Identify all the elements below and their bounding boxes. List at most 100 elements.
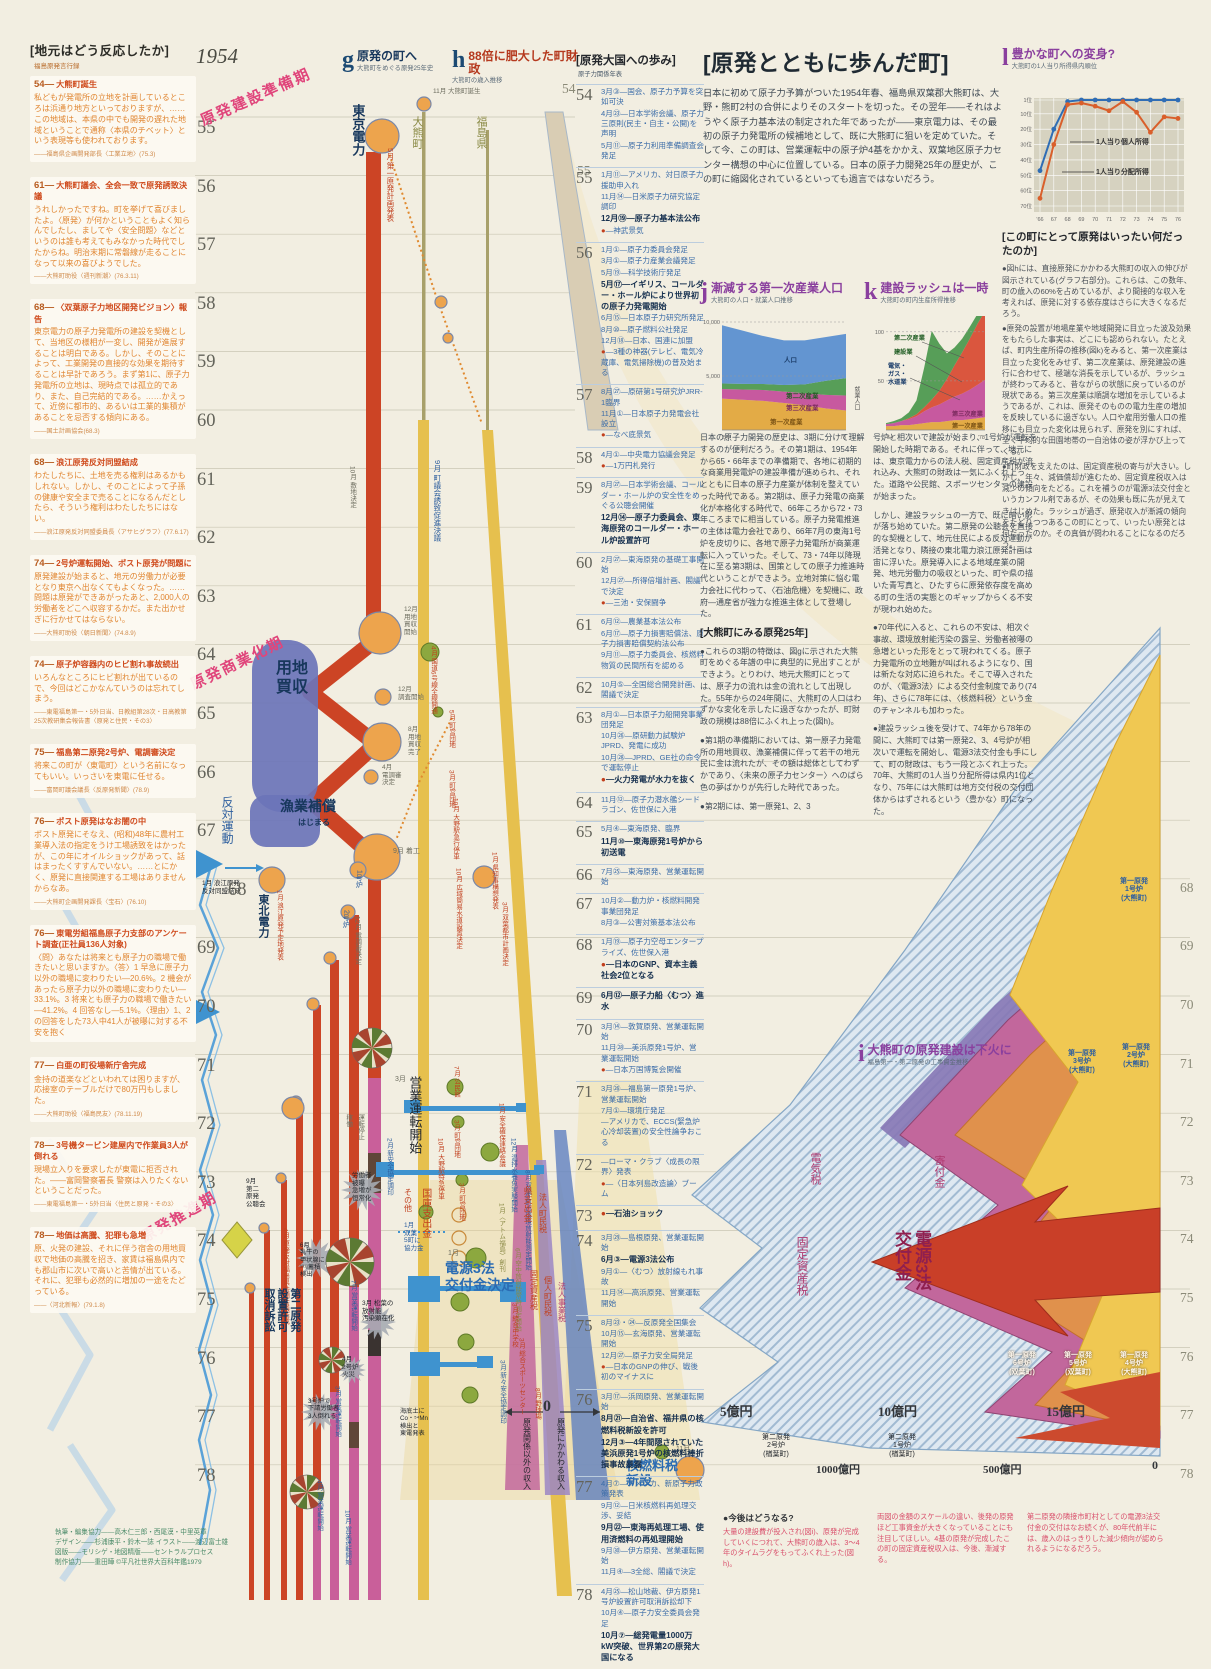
local-reaction-column: [地元はどう反応したか] 福島原発言行録 54— 大熊町誕生 私どもが発電所の立地を… <box>30 40 196 1328</box>
chronology-item: 1月①—原子力委員会発足 <box>601 244 688 254</box>
chart-l-subtitle: 大熊町の1人当り所得県内順位 <box>1011 62 1098 70</box>
dotted-links <box>387 149 600 1416</box>
production-chart: 100 50 '54 '78 第二次産業 建設業 電気・ ガス・ 水道業 第三次産業 第一次産業 <box>864 302 999 453</box>
poster-title: [原発とともに歩んだ町] <box>703 51 949 76</box>
quote-heading: 75— 福島第二原発2号炉、電調審決定 <box>34 747 176 759</box>
chronology-item: 9月⑫—日米核燃料再処理交渉、妥結 <box>601 1500 697 1521</box>
chronology-item: 3月①—原子力産業会議発足 <box>601 256 696 266</box>
commentary-paragraph: ●図hには、直接原発にかかわる大熊町の収入の伸びが図示されている(グラフ右部分)… <box>1002 264 1192 318</box>
svg-text:5,000: 5,000 <box>706 374 720 380</box>
chronology-group: 56 1月①—原子力委員会発足 3月①—原子力産業会議発足 5月⑲—科学技術庁発足 5月… <box>576 241 704 379</box>
chronology-item: 3月③—国会、原子力予算を突如可決 <box>601 87 704 107</box>
chronology-item: 6月③—電源3法公布 <box>601 1255 675 1265</box>
article-paragraph: ●建設ラッシュ後を受けて、74年から78年の間に、大熊町では第一原発2、3、4号… <box>873 724 1038 816</box>
svg-text:'54: '54 <box>886 435 893 441</box>
chronology-items: 3月⑰—浜岡原発、営業運転開始 8月㉑—自治省、福井県の核燃料税新設を許可 12月③… <box>601 1392 704 1471</box>
chronology-group: 63 8月①—日本原子力船開発事業団発足 10月㉖—原研動力試験炉JPRD、発電に成… <box>576 706 704 787</box>
quote-source: ——東電福島第一・5外日当、日教組第28次・日高教第25次教研集会報告書〈原発と… <box>34 709 187 726</box>
quote-year: 68— <box>34 456 55 468</box>
svg-text:'66: '66 <box>1036 217 1043 223</box>
chart-i-title: 大熊町の原発建設は下火に <box>867 1043 1012 1057</box>
chronology-year: 73 <box>576 1206 593 1226</box>
dengen3po-arrow <box>870 1185 1161 1337</box>
article-paragraph: ●これらの3期の特徴は、図gに示された大熊町をめぐる年譜の中に典型的に見出すこと… <box>700 646 862 727</box>
chronology-items: 2月㉗—東海原発の基礎工事開始 12月㉗—所得倍増計画、閣議で決定 ●—三池・安保闘… <box>601 555 704 610</box>
svg-text:1人当り分配所得: 1人当り分配所得 <box>1096 167 1149 176</box>
chronology-year: 62 <box>576 677 593 697</box>
quote-entry: 76— ポスト原発はなお闇の中 ポスト原発にそなえ、(昭和)48年に農村工業導入法の… <box>30 812 196 910</box>
svg-text:第一次産業: 第一次産業 <box>951 422 984 430</box>
quote-body: 原発建設が始まると、地元の労働力が必要となり東京へ出なくてもよくなった。……問題… <box>34 572 190 624</box>
svg-text:71: 71 <box>1106 217 1112 223</box>
chart-k-letter: k <box>864 279 878 305</box>
svg-text:就業人口: 就業人口 <box>853 385 860 411</box>
chronology-item: 9月①—〈むつ〉放射線もれ事故 <box>601 1266 704 1286</box>
chronology-item: ●—3種の神器(テレビ、電気冷蔵庫、電気掃除機)の普及始まる <box>601 347 704 377</box>
article-column-2: 号炉と相次いで建設が始まり、1号炉が運転を開始した時期である。それに伴って、地元… <box>873 432 1038 824</box>
svg-text:40位: 40位 <box>1020 156 1032 164</box>
chronology-items: —ローマ・クラブ〈成長の限界〉発表 ●—〈日本列島改造論〉ブーム <box>601 1157 704 1200</box>
quote-body: 将来この町が〈東電町〉という名前になってもいい。いっさいを東電に任せる。 <box>34 761 186 782</box>
chronology-item: 6月⑮—日本原子力研究所発足 <box>601 313 704 323</box>
chronology-year: 77 <box>576 1477 593 1497</box>
quote-entry: 75— 福島第二原発2号炉、電調審決定将来この町が〈東電町〉という名前になってもい… <box>30 744 196 798</box>
quote-year: 61— <box>34 179 55 191</box>
chronology-subtitle: 原子力関係年表 <box>578 71 623 78</box>
bottom-note: 両図の金額のスケールの違い、後発の原発ほど工事資金が大きくなっていることにも注目… <box>877 1512 1014 1565</box>
chart-h-header: h 88倍に肥大した町財政 大熊町の歳入推移 <box>452 48 587 84</box>
chronology-item: 10月㉖—原研動力試験炉JPRD、発電に成功 <box>601 731 686 751</box>
chronology-items: 8月①—日本原子力船開発事業団発足 10月㉖—原研動力試験炉JPRD、発電に成功 1… <box>601 710 704 787</box>
quote-body: 金持の道楽などといわれては困りますが、応接室のテーブルだけで80万円もしました。 <box>34 1074 186 1106</box>
chronology-item: 12月㉗—所得倍増計画、閣議で決定 <box>601 576 701 596</box>
svg-text:70: 70 <box>1092 217 1098 223</box>
article-paragraph: ●第2期には、第一原発1、2、3 <box>700 801 811 811</box>
svg-text:ガス・: ガス・ <box>888 370 907 378</box>
chart-j-subtitle: 大熊町の人口・就業人口推移 <box>711 296 793 304</box>
quote-source: ——大熊町助役〈福島民友〉(78.11.19) <box>34 1110 143 1118</box>
chronology-year: 65 <box>576 822 593 842</box>
chronology-year: 68 <box>576 935 593 955</box>
chronology-item: ●—石油ショック <box>601 1209 664 1219</box>
chronology-group: 65 5月④—東海原発、臨界 11月⑩—東海原発1号炉から初送電 <box>576 821 704 859</box>
chronology-item: 12月⑲—原子力基本法公布 <box>601 214 701 224</box>
svg-text:20位: 20位 <box>1020 125 1032 133</box>
chronology-item: 11月⑭—高浜原発、営業運転開始 <box>601 1288 701 1308</box>
flow-artwork <box>41 96 1190 1600</box>
quote-heading: 74— 原子炉容器内のヒビ割れ事故続出 <box>34 658 179 670</box>
chronology-group: 70 3月⑭—敦賀原発、営業運転開始 11月㉘—美浜原発1号炉、営業運転開始 ●—日本… <box>576 1018 704 1077</box>
quote-heading: 74— 2号炉運転開始、ポスト原発が問題に <box>34 557 192 569</box>
chronology-items: 1月①—原子力委員会発足 3月①—原子力産業会議発足 5月⑲—科学技術庁発足 5月⑰—… <box>601 245 704 379</box>
quote-source: ——大熊町助役〈朝日新聞〉(74.8.9) <box>34 629 136 637</box>
chart-j-letter: j <box>700 279 708 305</box>
chronology-item: 11月④—3全総、閣議で決定 <box>601 1567 696 1577</box>
chronology-group: 57 8月㉗—原研第1号研究炉JRR-1臨界 11月①—日本原子力発電会社設立 ●—な… <box>576 384 704 442</box>
section2-title: [大熊町にみる原発25年] <box>700 628 808 639</box>
quote-year: 54— <box>34 79 55 90</box>
h-chart-funnel <box>544 111 619 431</box>
chart-k-header: k 建設ラッシュは一時 大熊町の町内生産所得推移 <box>864 279 999 305</box>
quote-source: ——富岡町議会議長〈反原発新聞〉(78.9) <box>34 786 150 794</box>
chronology-group: 68 1月⑲—原子力空母エンタープライズ、佐世保入港 ●—日本のGNP、資本主義社会… <box>576 934 704 982</box>
svg-text:1人当り個人所得: 1人当り個人所得 <box>1096 137 1149 146</box>
quote-body: ポスト原発にそなえ、(昭和)48年に農村工業導入法の指定をうけ工場誘致をはかった… <box>34 830 186 893</box>
chronology-item: 3月㉙—島根原発、営業運転開始 <box>601 1232 704 1253</box>
chronology-item: 8月㉗—原研第1号研究炉JRR-1臨界 <box>601 387 703 407</box>
bottom-note: 第二原発の隣接市町村としての電源3法交付金の交付はなお続くが、80年代前半には、… <box>1027 1512 1164 1554</box>
chart-g-title: 原発の町へ <box>357 49 418 63</box>
chronology-item: 4月㉓—日本学術会議、原子力三原則(民主・自主・公開)を声明 <box>601 108 704 139</box>
chart-i-letter: i <box>858 1041 865 1067</box>
svg-text:67: 67 <box>1051 217 1057 223</box>
quote-body: いろんなところにヒビ割れが出ているので、今回はどこかなんていうのは忘れてしまう。 <box>34 672 185 704</box>
chronology-item: ●—日本万国博覧会開催 <box>601 1064 682 1074</box>
chronology-item: ●—〈日本列島改造論〉ブーム <box>601 1178 697 1198</box>
chronology-year: 74 <box>576 1230 593 1250</box>
chronology-group: 71 3月㉖—福島第一原発1号炉、営業運転開始 7月①—環境庁発足 —アメリカで、EC… <box>576 1081 704 1149</box>
chronology-year: 67 <box>576 894 593 914</box>
svg-text:'78: '78 <box>978 435 985 441</box>
chart-l-title: 豊かな町への変身? <box>1011 47 1116 61</box>
chronology-group: 73 ●—石油ショック <box>576 1205 704 1225</box>
svg-text:76: 76 <box>1175 217 1181 223</box>
chart-l-header: l 豊かな町への変身? 大熊町の1人当り所得県内順位 <box>1002 46 1187 70</box>
chronology-item: 12月㉗—原子力安全局発足 <box>601 1350 693 1360</box>
quote-entries: 54— 大熊町誕生 私どもが発電所の立地を計画しているところは浜通り地方といっており… <box>30 76 196 1313</box>
